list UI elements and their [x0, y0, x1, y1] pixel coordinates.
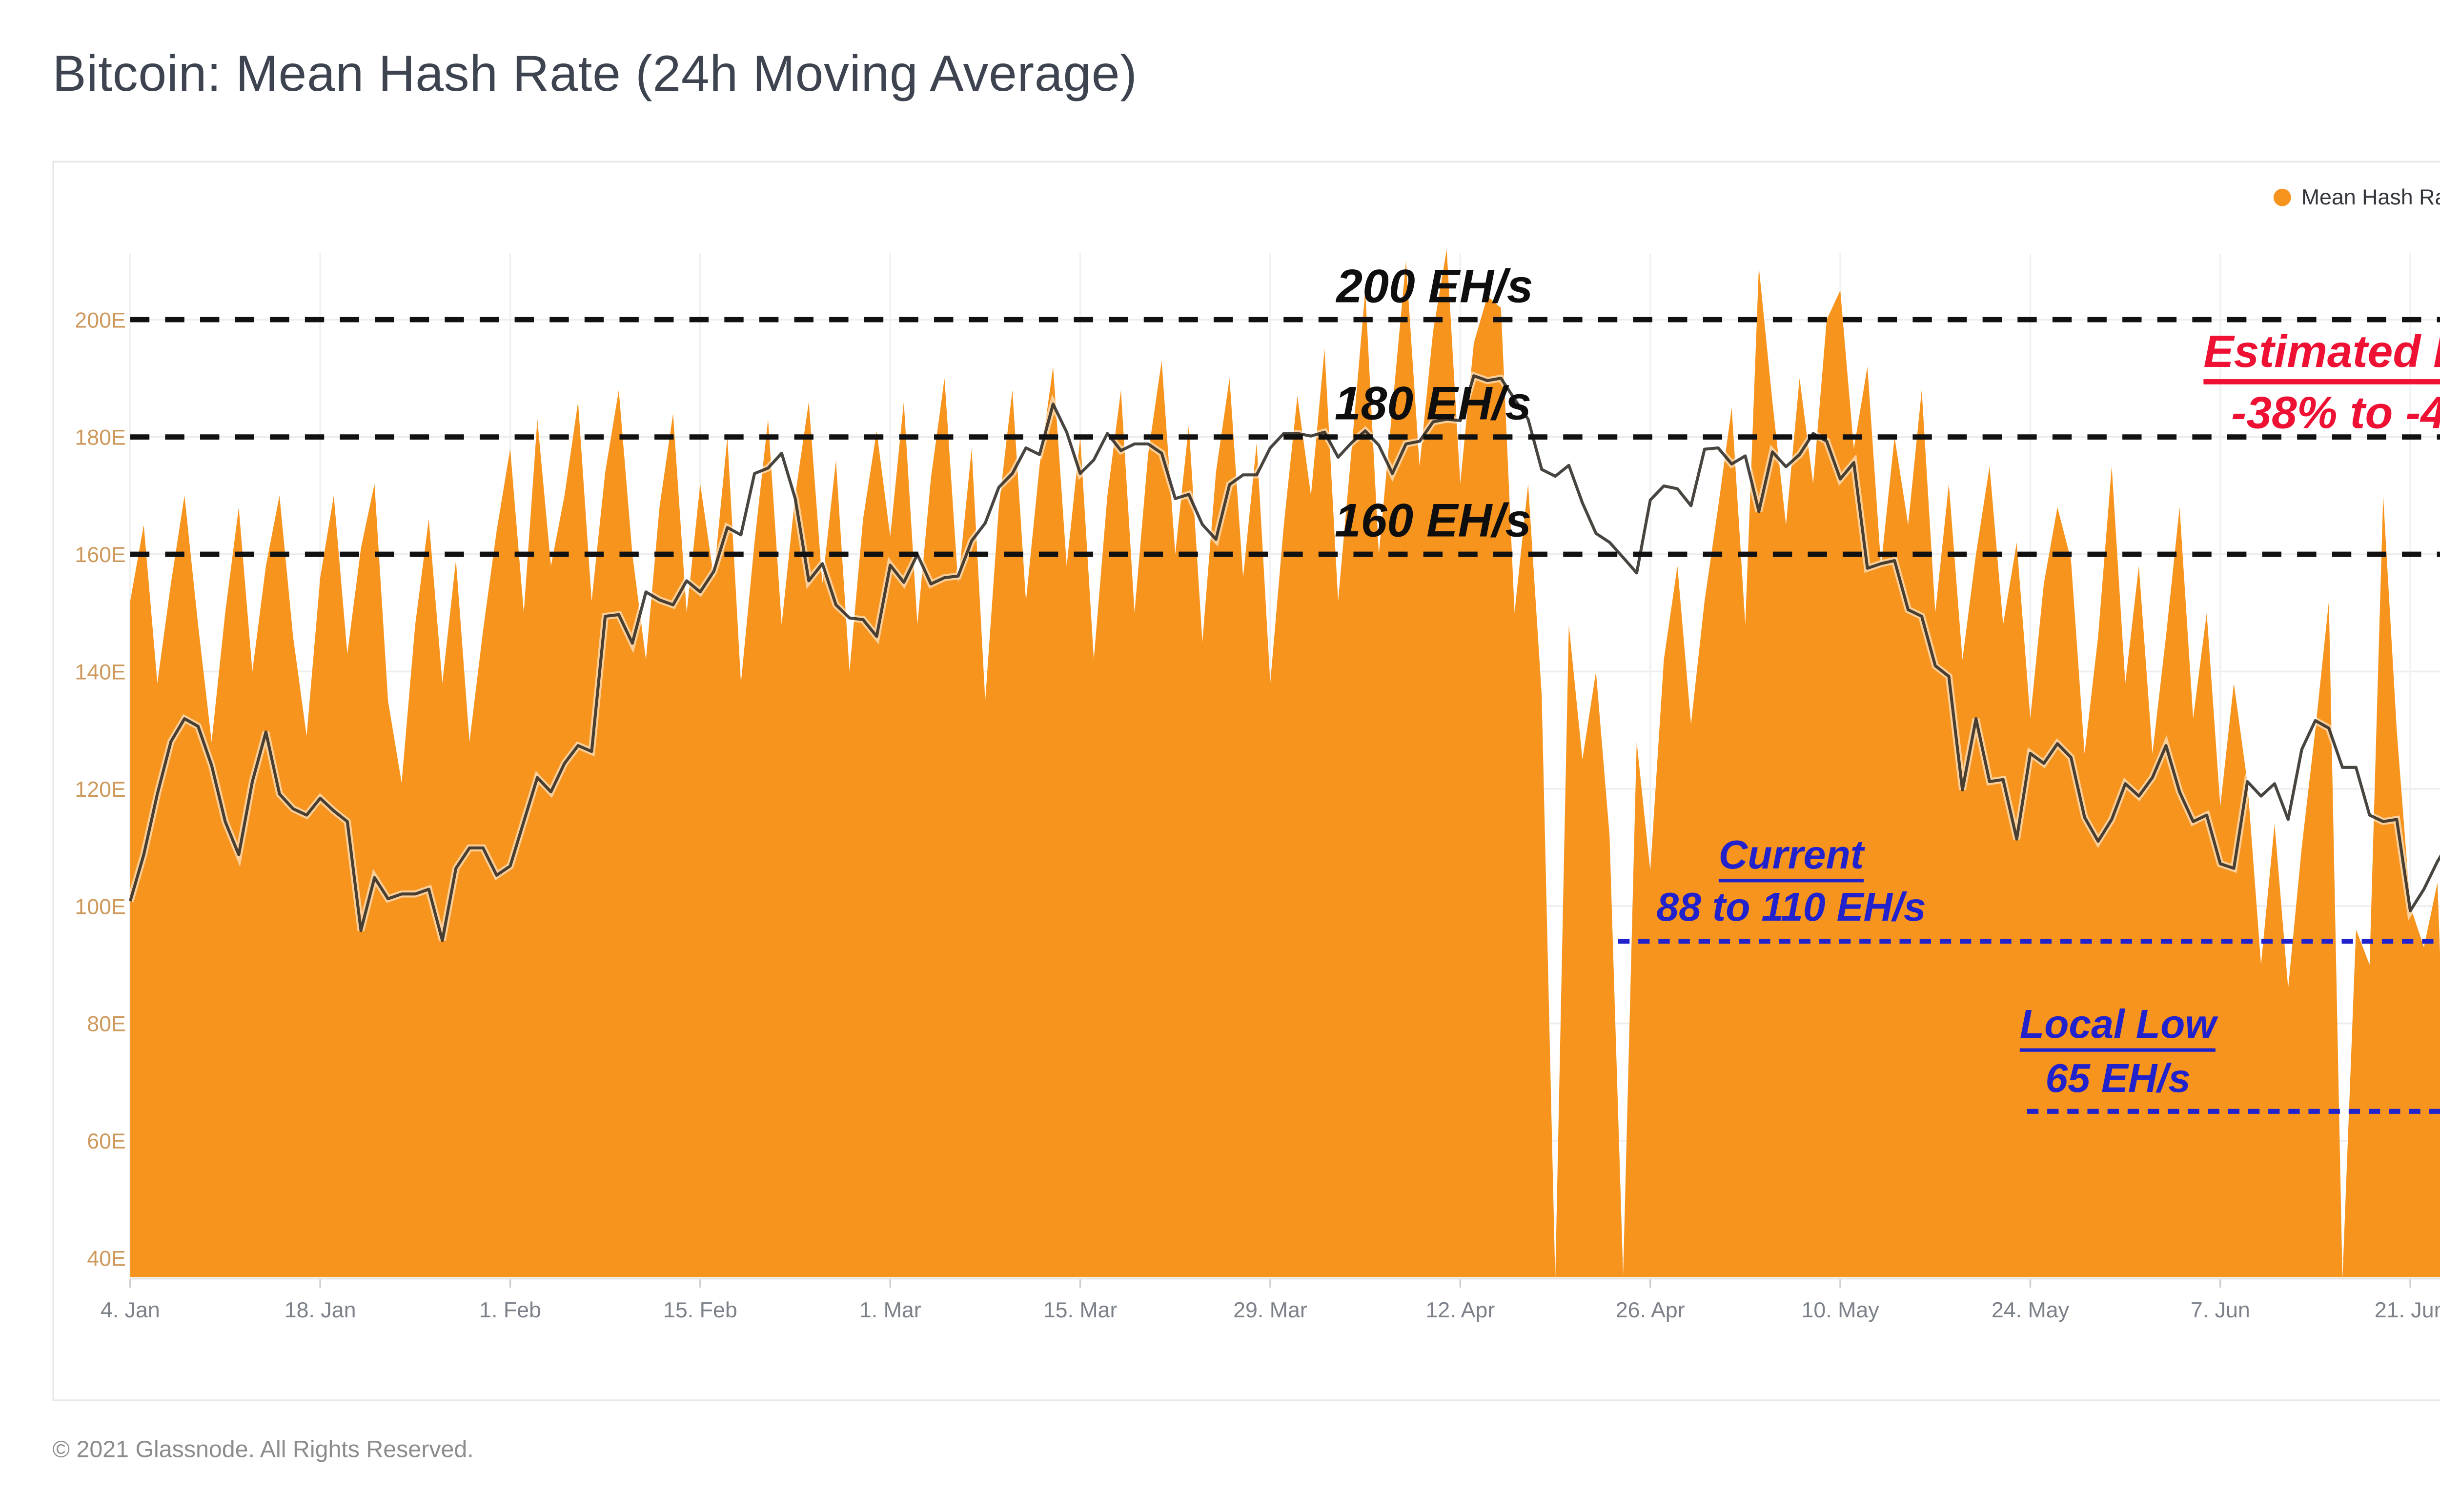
axis-labels: 40E60E80E100E120E140E160E180E200E$20k$60…	[75, 308, 2440, 1322]
x-axis-label: 10. May	[1801, 1298, 1879, 1322]
x-axis-label: 1. Mar	[859, 1298, 921, 1322]
page-title: Bitcoin: Mean Hash Rate (24h Moving Aver…	[52, 47, 1138, 103]
x-axis-label: 1. Feb	[479, 1298, 541, 1322]
x-axis-label: 12. Apr	[1425, 1298, 1495, 1322]
y-axis-label-left: 100E	[75, 894, 126, 919]
x-axis-label: 21. Jun	[2375, 1298, 2440, 1322]
hash-rate-series-dot-icon	[2273, 188, 2291, 206]
x-axis-label: 26. Apr	[1616, 1298, 1685, 1322]
chart-legend: Mean Hash Rate Price [USD]	[2273, 185, 2440, 210]
chart-card: 40E60E80E100E120E140E160E180E200E$20k$60…	[52, 161, 2440, 1401]
y-axis-label-left: 200E	[75, 308, 126, 332]
mean-hash-rate-area	[130, 249, 2440, 1280]
y-axis-label-left: 180E	[75, 425, 126, 450]
x-axis-label: 15. Feb	[663, 1298, 737, 1322]
x-axis-label: 15. Mar	[1043, 1298, 1118, 1322]
y-axis-label-left: 160E	[75, 543, 126, 567]
x-axis-label: 7. Jun	[2191, 1298, 2250, 1322]
legend-label: Mean Hash Rate	[2301, 185, 2440, 210]
x-axis-label: 18. Jan	[285, 1298, 356, 1322]
legend-item-mean-hash-rate[interactable]: Mean Hash Rate	[2273, 185, 2440, 210]
y-axis-label-left: 140E	[75, 660, 126, 684]
y-axis-label-left: 80E	[87, 1012, 126, 1036]
x-axis-label: 4. Jan	[101, 1298, 160, 1322]
hash-rate-chart-plot[interactable]: 40E60E80E100E120E140E160E180E200E$20k$60…	[54, 162, 2440, 1399]
x-axis-label: 29. Mar	[1233, 1298, 1307, 1322]
y-axis-label-left: 60E	[87, 1129, 126, 1153]
y-axis-label-left: 40E	[87, 1246, 126, 1270]
copyright-text: © 2021 Glassnode. All Rights Reserved.	[52, 1436, 474, 1463]
x-axis-label: 24. May	[1992, 1298, 2070, 1322]
y-axis-label-left: 120E	[75, 777, 126, 802]
price-usd-line	[129, 374, 2440, 942]
